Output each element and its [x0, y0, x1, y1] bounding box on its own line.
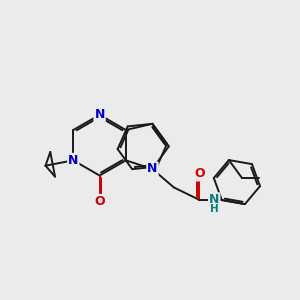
- Text: O: O: [194, 167, 205, 180]
- Text: N: N: [94, 108, 105, 121]
- Text: N: N: [147, 163, 158, 176]
- Text: O: O: [94, 195, 105, 208]
- Text: N: N: [209, 193, 219, 206]
- Text: H: H: [210, 205, 219, 214]
- Text: N: N: [68, 154, 79, 167]
